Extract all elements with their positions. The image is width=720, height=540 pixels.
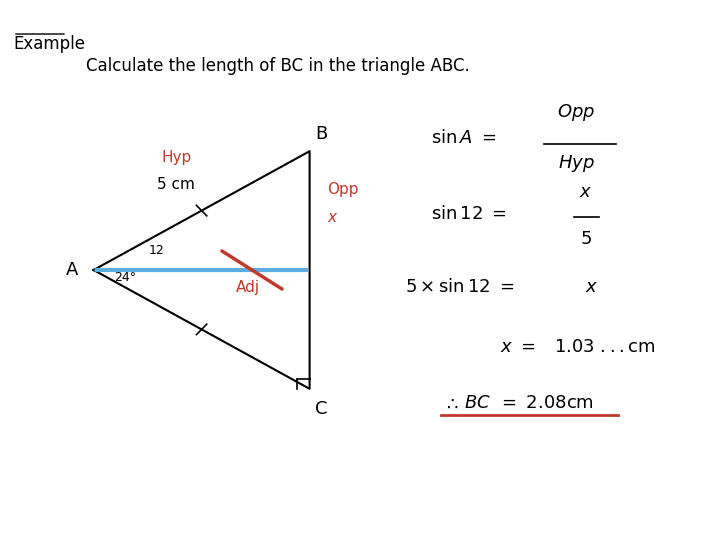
Text: x: x <box>328 210 337 225</box>
Text: Hyp: Hyp <box>161 150 192 165</box>
Text: $\mathit{BC}$: $\mathit{BC}$ <box>464 394 491 413</box>
Text: Calculate the length of BC in the triangle ABC.: Calculate the length of BC in the triang… <box>86 57 470 75</box>
Text: C: C <box>315 400 328 417</box>
Text: $\mathit{Hyp}$: $\mathit{Hyp}$ <box>557 153 595 174</box>
Text: Adj: Adj <box>236 280 261 295</box>
Text: $5$: $5$ <box>580 230 592 247</box>
Text: Opp: Opp <box>328 182 359 197</box>
Text: A: A <box>66 261 78 279</box>
Text: $x\ =$: $x\ =$ <box>500 338 536 356</box>
Text: 12: 12 <box>149 244 165 256</box>
Text: $\mathit{Opp}$: $\mathit{Opp}$ <box>557 102 595 123</box>
Text: $x$: $x$ <box>580 183 593 201</box>
Text: $1.03\ \mathit{...}\mathrm{cm}$: $1.03\ \mathit{...}\mathrm{cm}$ <box>554 338 656 356</box>
Text: $x$: $x$ <box>585 278 598 296</box>
Text: $=\ 2.08\mathrm{cm}$: $=\ 2.08\mathrm{cm}$ <box>498 394 594 413</box>
Text: B: B <box>315 125 328 143</box>
Text: $\therefore$: $\therefore$ <box>443 394 459 413</box>
Text: 5 cm: 5 cm <box>158 177 195 192</box>
Text: $5 \times \sin 12\ =$: $5 \times \sin 12\ =$ <box>405 278 514 296</box>
Text: $\sin 12\ =$: $\sin 12\ =$ <box>431 205 507 224</box>
Text: $\sin A\ =$: $\sin A\ =$ <box>431 129 496 147</box>
Text: Example: Example <box>13 35 85 53</box>
Text: 24°: 24° <box>114 271 136 284</box>
